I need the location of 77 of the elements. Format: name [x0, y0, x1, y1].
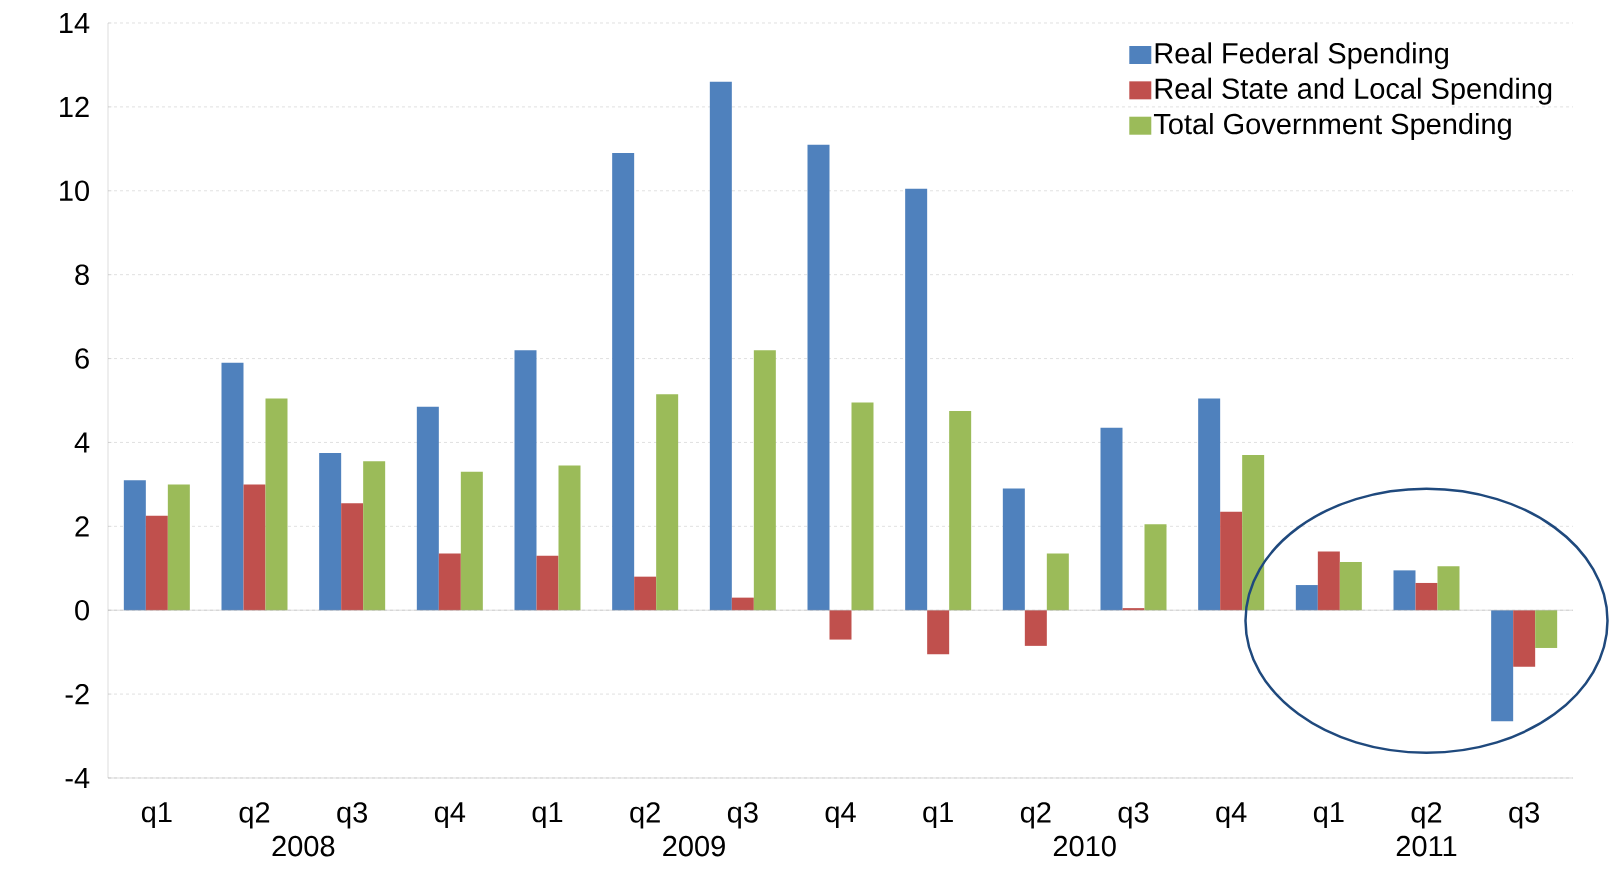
- x-tick-label: q4: [1216, 802, 1247, 829]
- bar: [123, 480, 146, 611]
- x-tick-label: q1: [923, 802, 953, 829]
- bar: [1437, 566, 1460, 611]
- y-tick-label: 8: [75, 264, 89, 285]
- x-tick-label: q4: [434, 802, 466, 829]
- x-tick-label: q4: [825, 802, 856, 829]
- y-tick-label: 6: [75, 348, 89, 369]
- bar: [319, 452, 342, 611]
- y-tick-label: 10: [60, 180, 89, 202]
- bar: [905, 188, 928, 611]
- bar: [416, 406, 439, 611]
- bar: [1393, 570, 1416, 611]
- text: 2009: [663, 835, 725, 857]
- bar: [851, 402, 874, 611]
- y-tick-label: 2: [75, 516, 89, 537]
- bar: [341, 503, 364, 611]
- bar: [514, 350, 537, 611]
- y-tick-label: -2: [65, 683, 89, 705]
- bar: [243, 484, 266, 611]
- bar: [634, 576, 657, 611]
- bar: [1295, 585, 1318, 611]
- bar: [927, 610, 950, 655]
- x-tick-label: q3: [727, 802, 758, 829]
- bar: [731, 597, 754, 611]
- bar: [221, 362, 244, 611]
- y-tick-label: 14: [60, 13, 90, 33]
- text: 2010: [1053, 835, 1116, 857]
- bar: [438, 553, 461, 611]
- bar: [1122, 608, 1145, 611]
- bar: [1535, 610, 1558, 648]
- bar: [1491, 610, 1514, 722]
- x-tick-label: q1: [141, 802, 172, 829]
- y-tick-label: 4: [74, 432, 90, 453]
- bar: [145, 515, 168, 611]
- bar: [949, 410, 972, 611]
- x-tick-label: q2: [1020, 802, 1051, 829]
- bar: [1046, 553, 1069, 611]
- bar: [460, 471, 483, 611]
- y-tick-label: 0: [75, 599, 89, 621]
- x-tick-label: q3: [337, 802, 368, 829]
- legend-label: Real Federal Spending: [1155, 42, 1448, 70]
- legend-label: Real State and Local Spending: [1155, 77, 1552, 105]
- bar: [1513, 610, 1536, 667]
- x-tick-label: q2: [1411, 802, 1442, 829]
- bar: [656, 394, 679, 611]
- x-tick-label: q3: [1509, 802, 1540, 829]
- bar: [558, 465, 581, 611]
- y-tick-label: -4: [65, 768, 90, 788]
- text: 2011: [1396, 835, 1457, 857]
- bar: [1100, 427, 1123, 611]
- bar: [536, 555, 559, 611]
- bar: [363, 461, 386, 611]
- bar: [1339, 561, 1362, 611]
- x-tick-label: q2: [239, 802, 270, 829]
- bar: [1220, 511, 1243, 611]
- x-tick-label: q1: [532, 802, 563, 829]
- bar: [829, 610, 852, 640]
- y-tick-label: 12: [60, 96, 89, 118]
- bar: [167, 484, 190, 611]
- bar: [265, 398, 288, 611]
- bar: [1198, 398, 1221, 611]
- bar: [807, 144, 830, 611]
- bar: [1242, 455, 1265, 611]
- legend-label: Total Government Spending: [1153, 113, 1511, 141]
- x-tick-label: q1: [1313, 802, 1344, 829]
- bar: [1317, 551, 1340, 611]
- bar: [753, 350, 776, 611]
- bar: [612, 153, 635, 611]
- text: 2008: [272, 835, 335, 857]
- x-tick-label: q3: [1118, 802, 1149, 829]
- bar: [1415, 582, 1438, 611]
- x-tick-label: q2: [630, 802, 660, 829]
- bar: [1024, 610, 1047, 646]
- bar: [1002, 488, 1025, 611]
- bar: [1144, 524, 1167, 611]
- bar: [709, 81, 732, 611]
